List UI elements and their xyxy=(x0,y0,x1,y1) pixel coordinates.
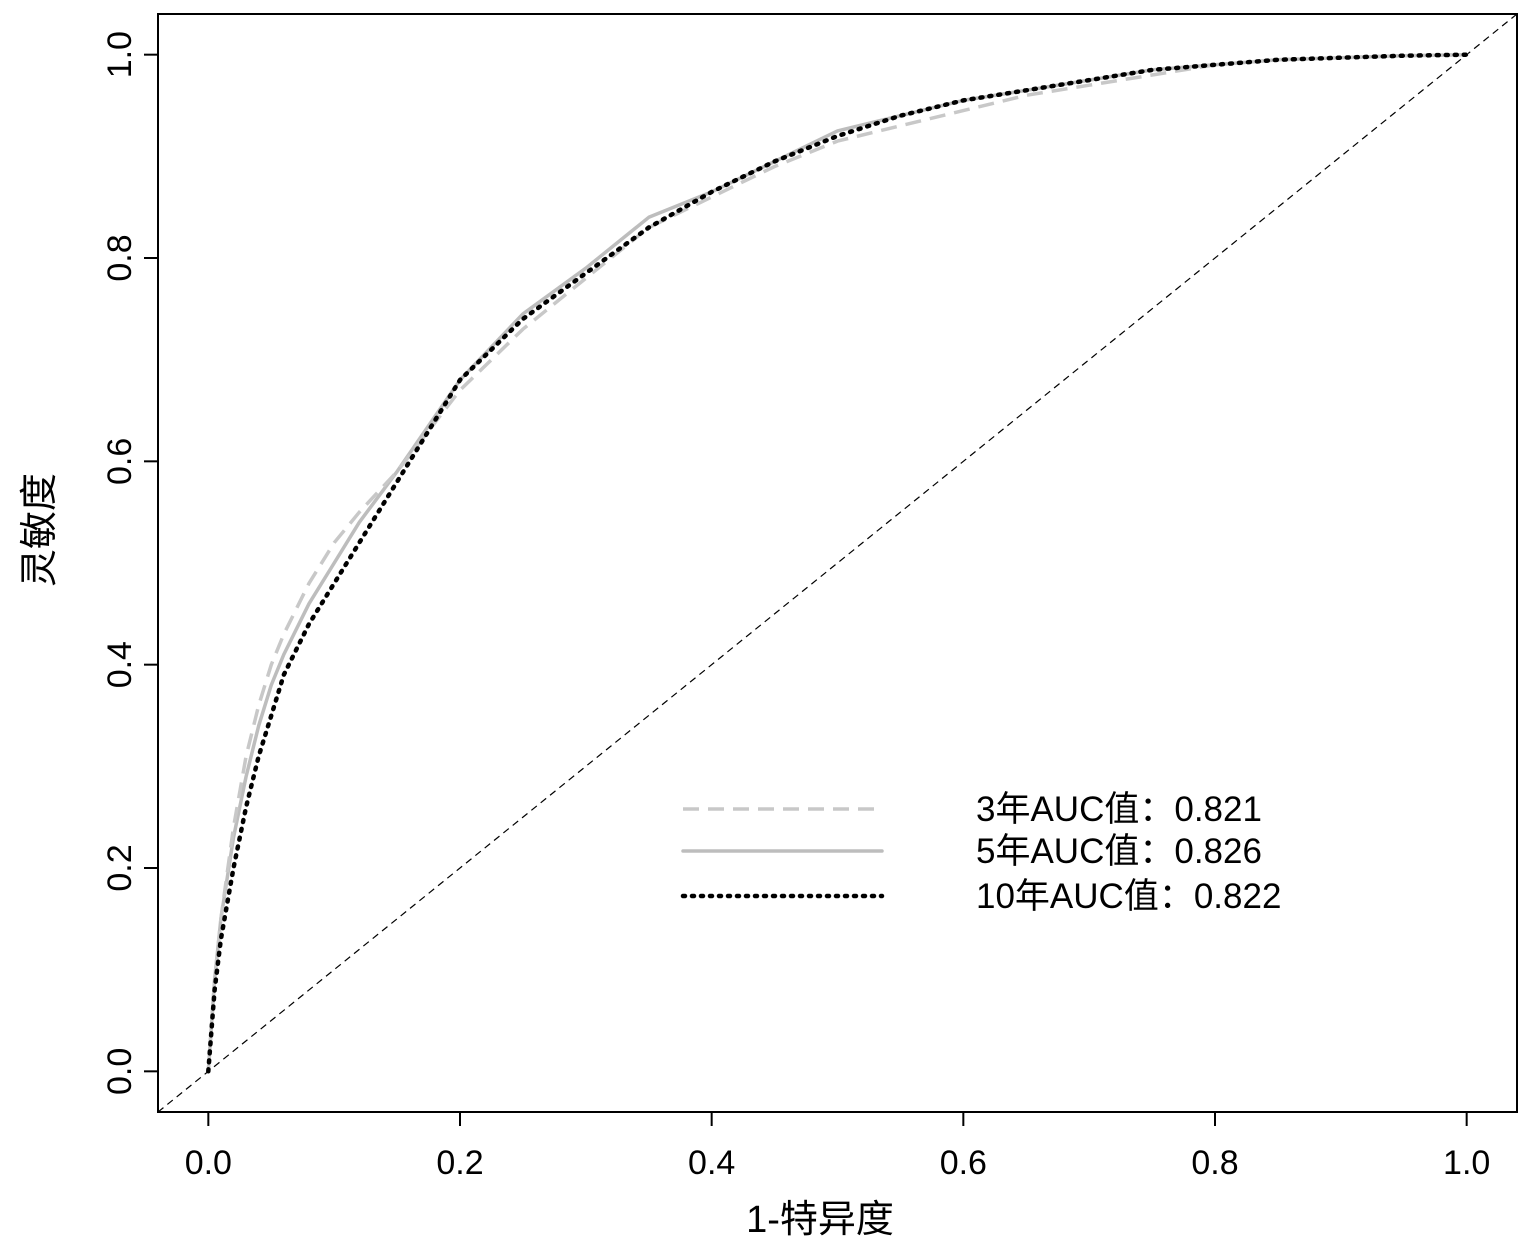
roc-curves xyxy=(206,52,1469,1074)
x-tick-label: 0.0 xyxy=(185,1144,232,1182)
y-tick-label: 0.2 xyxy=(101,844,139,891)
x-tick-label: 0.2 xyxy=(436,1144,483,1182)
x-tick-label: 1.0 xyxy=(1443,1144,1490,1182)
y-axis: 0.0 0.2 0.4 0.6 0.8 1.0 xyxy=(101,31,159,1095)
y-tick-label: 0.6 xyxy=(101,438,139,485)
legend-label-2: 5年AUC值：0.826 xyxy=(976,832,1262,871)
legend-label-3: 10年AUC值：0.822 xyxy=(976,877,1281,916)
y-tick-label: 0.8 xyxy=(101,234,139,281)
series-line-1 xyxy=(206,52,1467,1072)
y-tick-label: 0.0 xyxy=(101,1048,139,1095)
y-axis-label: 灵敏度 xyxy=(19,473,61,587)
x-tick-label: 0.8 xyxy=(1191,1144,1238,1182)
legend-label-1: 3年AUC值：0.821 xyxy=(976,790,1262,829)
x-tick-label: 0.6 xyxy=(940,1144,987,1182)
diagonal-reference-line xyxy=(158,14,1517,1112)
x-tick-label: 0.4 xyxy=(688,1144,735,1182)
y-tick-label: 1.0 xyxy=(101,31,139,78)
series-line-2 xyxy=(206,52,1469,1074)
series-line-3 xyxy=(206,52,1469,1074)
x-axis: 0.0 0.2 0.4 0.6 0.8 1.0 xyxy=(185,1111,1490,1182)
y-tick-label: 0.4 xyxy=(101,641,139,688)
x-axis-label: 1-特异度 xyxy=(746,1199,894,1241)
